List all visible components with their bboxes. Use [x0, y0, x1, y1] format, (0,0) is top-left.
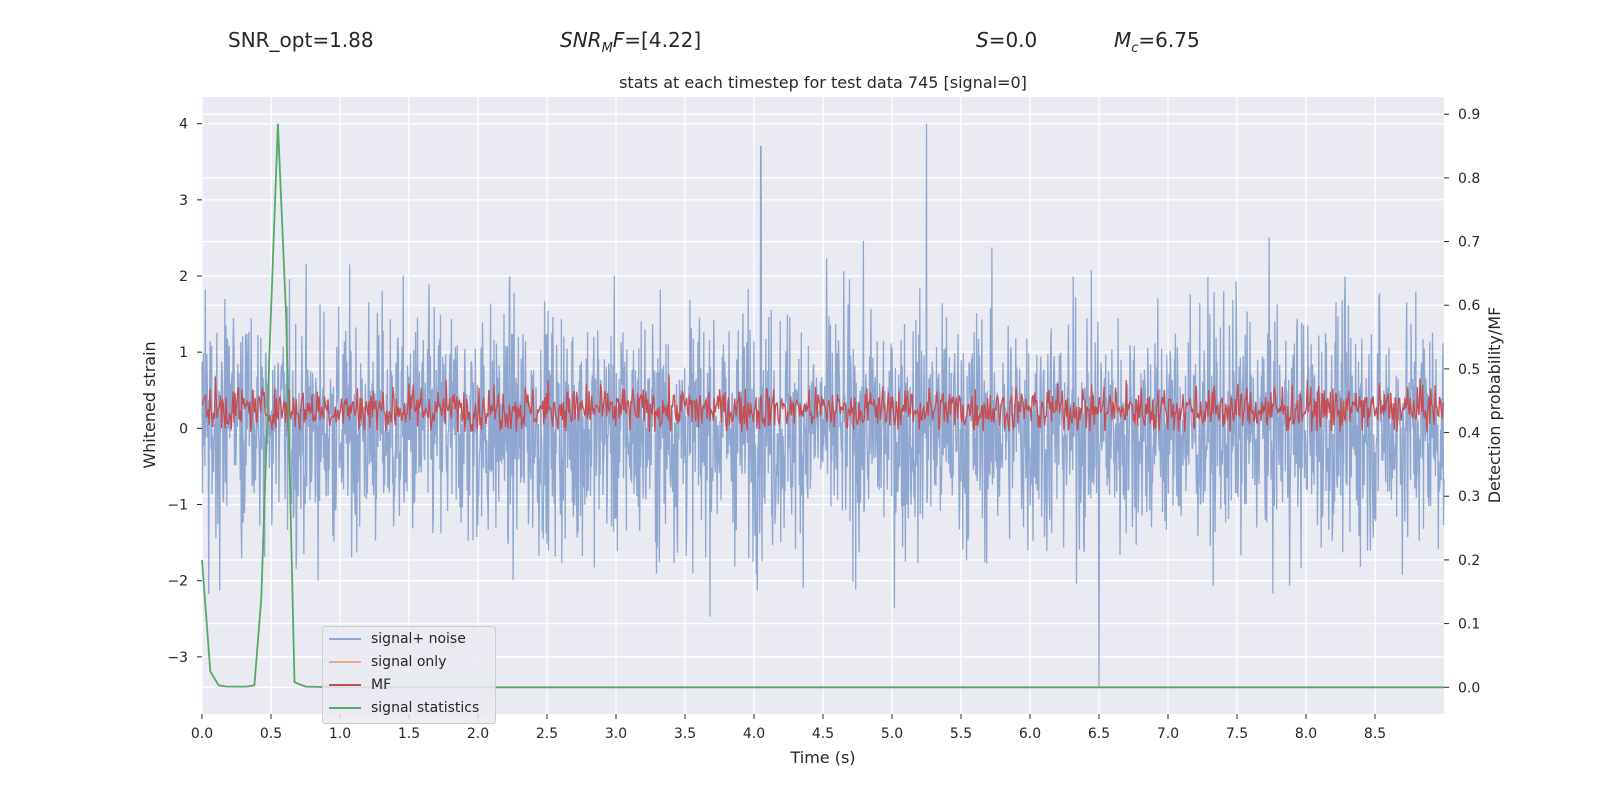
y-tick-label: −3: [167, 650, 188, 666]
x-tick-label: 2.5: [536, 726, 558, 742]
legend-swatch: [329, 707, 361, 709]
x-tick-label: 5.0: [881, 726, 903, 742]
legend-item-signal-only: signal only: [329, 651, 446, 673]
y-tick-label: 3: [179, 193, 188, 209]
y2-tick-label: 0.7: [1458, 235, 1480, 251]
legend-item-mf: MF: [329, 674, 391, 696]
y2-tick-label: 0.0: [1458, 680, 1480, 696]
y2-tick-label: 0.5: [1458, 362, 1480, 378]
series-signal-statistics: [201, 123, 1444, 689]
x-tick-label: 5.5: [950, 726, 972, 742]
legend: signal+ noise signal only MF signal stat…: [322, 626, 496, 724]
x-tick-label: 6.0: [1019, 726, 1041, 742]
y-tick-label: −2: [167, 574, 188, 590]
x-tick-label: 3.5: [674, 726, 696, 742]
y2-tick-label: 0.4: [1458, 426, 1480, 442]
x-tick-label: 8.0: [1295, 726, 1317, 742]
x-tick-label: 0.5: [260, 726, 282, 742]
legend-swatch: [329, 661, 361, 663]
legend-label: signal only: [371, 654, 447, 670]
legend-swatch: [329, 684, 361, 686]
x-tick-label: 0.0: [191, 726, 213, 742]
snr-opt-label: SNR_opt=1.88: [228, 28, 374, 52]
x-tick-label: 1.0: [329, 726, 351, 742]
y-tick-label: 2: [179, 269, 188, 285]
legend-label: signal statistics: [371, 700, 480, 716]
x-tick-label: 7.5: [1226, 726, 1248, 742]
x-tick-label: 1.5: [398, 726, 420, 742]
x-tick-label: 8.5: [1364, 726, 1386, 742]
x-tick-label: 3.0: [605, 726, 627, 742]
y2-axis-label: Detection probability/MF: [1485, 307, 1504, 504]
legend-item-signal-noise: signal+ noise: [329, 628, 466, 650]
x-axis-label: Time (s): [789, 748, 855, 767]
y-tick-label: 1: [179, 345, 188, 361]
y2-tick-label: 0.6: [1458, 298, 1480, 314]
chart-title: stats at each timestep for test data 745…: [619, 73, 1027, 92]
x-tick-label: 6.5: [1088, 726, 1110, 742]
y2-tick-label: 0.2: [1458, 553, 1480, 569]
y-tick-label: 0: [179, 421, 188, 437]
x-tick-label: 4.5: [812, 726, 834, 742]
y2-tick-label: 0.1: [1458, 617, 1480, 633]
y2-tick-label: 0.3: [1458, 489, 1480, 505]
x-tick-label: 7.0: [1157, 726, 1179, 742]
x-tick-label: 2.0: [467, 726, 489, 742]
y2-tick-label: 0.9: [1458, 107, 1480, 123]
legend-swatch: [329, 638, 361, 640]
legend-label: MF: [371, 677, 392, 693]
y-tick-label: −1: [167, 498, 188, 514]
legend-item-signal-statistics: signal statistics: [329, 697, 479, 719]
mc-value-label: Mc=6.75: [1114, 28, 1200, 56]
ticks: 0.0 0.5 1.0 1.5 2.0 2.5 3.0 3.5 4.0 4.5 5.0 5.5 6.0 6…: [167, 107, 1480, 742]
series-mf: [201, 374, 1445, 432]
y2-tick-label: 0.8: [1458, 171, 1480, 187]
s-value-label: S=0.0: [976, 28, 1038, 52]
legend-label: signal+ noise: [371, 631, 466, 647]
snr-mf-label: SNRMF=[4.22]: [560, 28, 702, 56]
y-tick-label: 4: [179, 117, 188, 133]
y-axis-label: Whitened strain: [140, 341, 159, 468]
x-tick-label: 4.0: [743, 726, 765, 742]
